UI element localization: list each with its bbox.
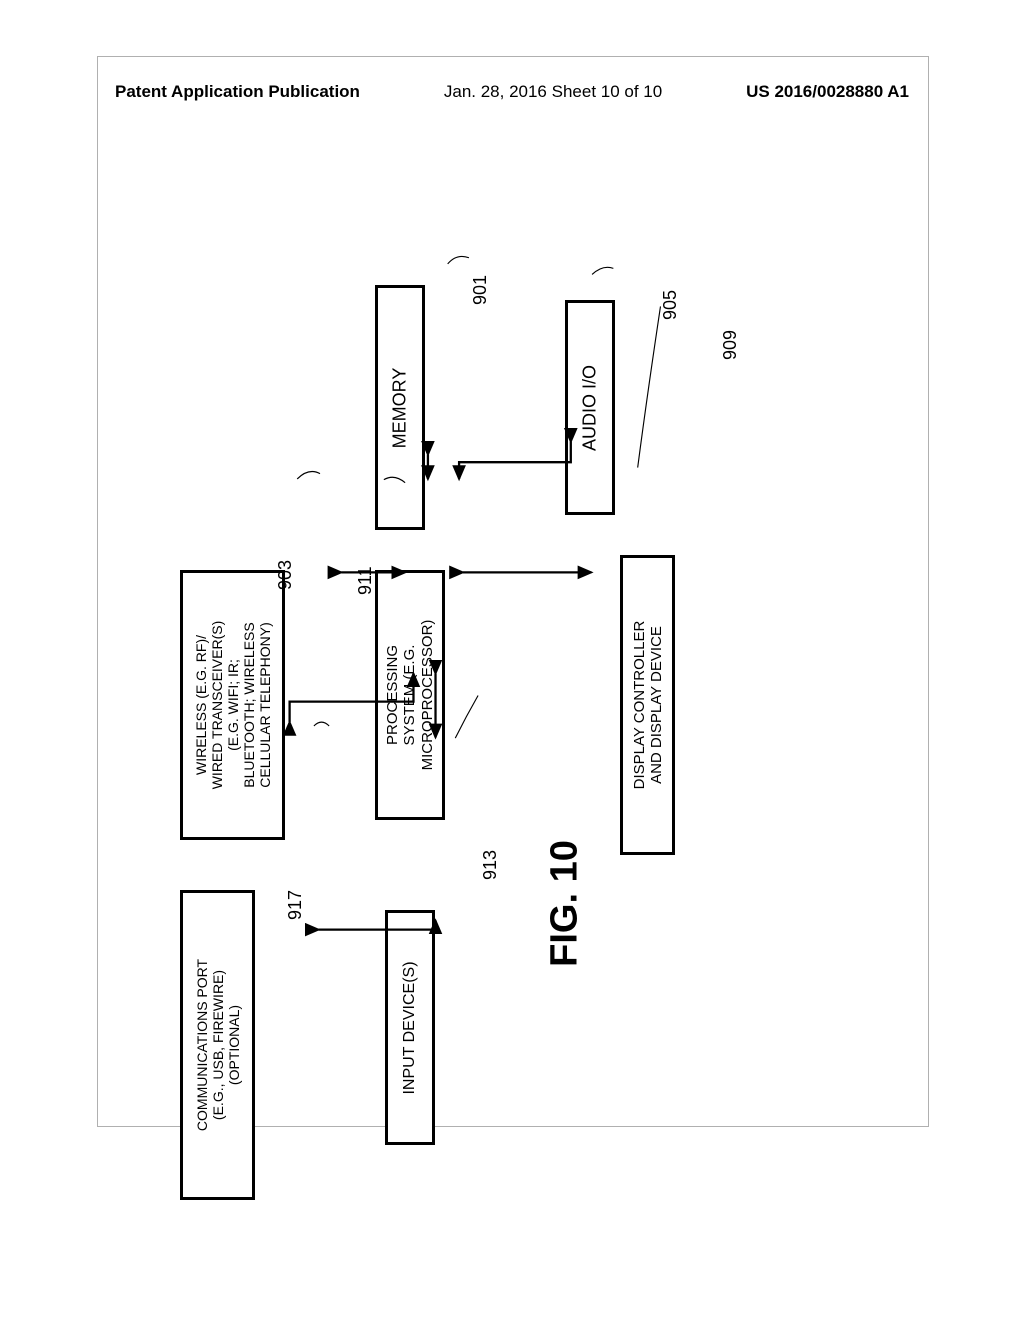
header-right: US 2016/0028880 A1: [746, 82, 909, 102]
block-diagram: 900 MEMORY 901 AUDIO I/O 905 WIRELESS (E…: [180, 200, 840, 960]
page-header: Patent Application Publication Jan. 28, …: [0, 82, 1024, 102]
header-center: Jan. 28, 2016 Sheet 10 of 10: [444, 82, 662, 102]
header-left: Patent Application Publication: [115, 82, 360, 102]
connectors: [180, 200, 840, 960]
input-label: INPUT DEVICE(S): [401, 961, 419, 1094]
figure-title: FIG. 10: [544, 840, 587, 967]
